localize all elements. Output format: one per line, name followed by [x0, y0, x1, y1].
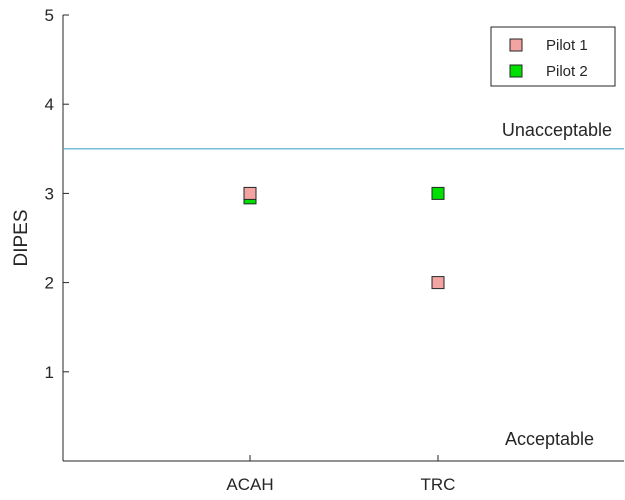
acceptable-label: Acceptable [505, 429, 594, 449]
legend-marker [509, 38, 523, 52]
y-tick-label: 3 [45, 184, 54, 203]
legend: Pilot 1 Pilot 2 [490, 26, 616, 87]
data-points [243, 186, 445, 290]
x-tick-label: ACAH [226, 475, 273, 494]
x-ticks: ACAH TRC [226, 455, 455, 494]
data-point [431, 186, 445, 200]
unacceptable-label: Unacceptable [502, 120, 612, 140]
y-tick-label: 4 [45, 95, 54, 114]
y-tick-label: 1 [45, 363, 54, 382]
legend-marker [509, 64, 523, 78]
legend-label: Pilot 2 [546, 63, 588, 80]
y-tick-label: 2 [45, 274, 54, 293]
legend-label: Pilot 1 [546, 37, 588, 54]
y-axis-label: DIPES [11, 209, 32, 266]
x-tick-label: TRC [421, 475, 456, 494]
axes [62, 15, 624, 462]
y-tick-label: 5 [45, 6, 54, 25]
y-ticks: 1 2 3 4 5 [45, 6, 69, 382]
legend-box [490, 26, 616, 87]
data-point [431, 276, 445, 290]
data-point [243, 186, 257, 200]
